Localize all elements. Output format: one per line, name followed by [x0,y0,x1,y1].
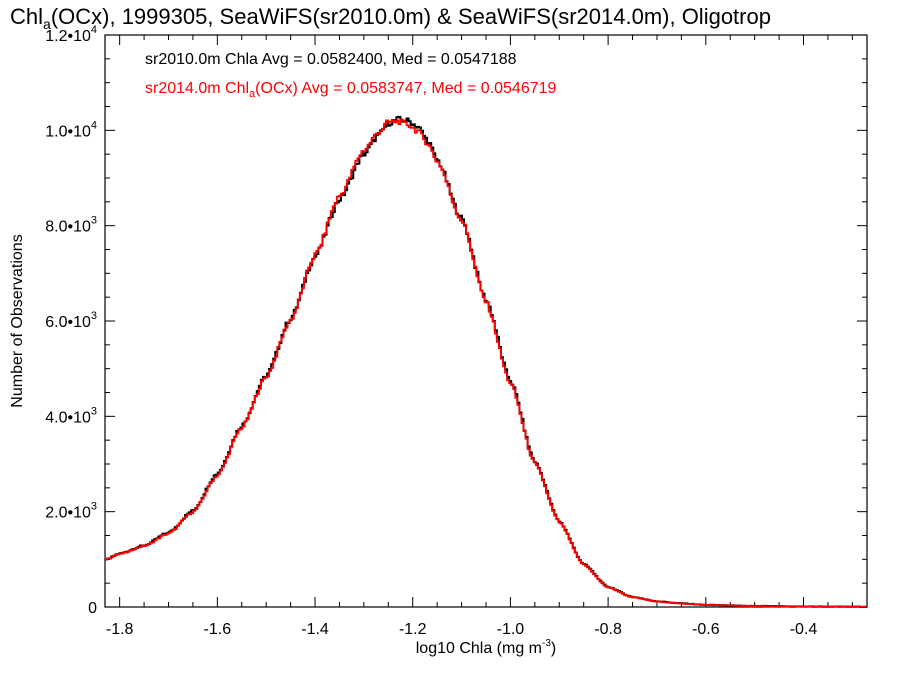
y-tick-label: 1.0•104 [45,119,97,140]
x-tick-labels: -1.8 -1.6 -1.4 -1.2 -1.0 -0.8 -0.6 -0.4 [106,621,818,638]
y-tick-label: 4.0•103 [45,405,97,426]
y-axis-title: Number of Observations [9,234,26,407]
y-tick-label: 0 [88,600,97,617]
x-tick-label: -1.6 [204,621,232,638]
x-axis-title: log10 Chla (mg m-3) [416,638,557,657]
y-tick-label: 8.0•103 [45,215,97,236]
x-tick-label: -0.6 [692,621,720,638]
x-tick-label: -1.4 [301,621,329,638]
series-line-sr2014 [105,118,868,608]
x-tick-label: -1.2 [399,621,427,638]
plot-frame [104,34,868,608]
histogram-series [105,115,868,608]
y-tick-labels: 0 2.0•103 4.0•103 6.0•103 8.0•103 1.0•104 1.2•… [45,24,97,617]
x-tick-label: -0.8 [594,621,622,638]
series-line-sr2010 [105,115,868,608]
x-tick-label: -1.8 [106,621,134,638]
y-tick-label: 1.2•104 [45,24,97,45]
legend-series-sr2014: sr2014.0m Chla(OCx) Avg = 0.0583747, Med… [145,80,557,100]
x-tick-label: -1.0 [497,621,525,638]
y-tick-label: 6.0•103 [45,310,97,331]
axis-ticks [105,34,867,608]
y-tick-label: 2.0•103 [45,501,97,522]
legend-series-sr2010: sr2010.0m Chla Avg = 0.0582400, Med = 0.… [145,51,517,68]
x-tick-label: -0.4 [790,621,818,638]
chart-title: Chla(OCx), 1999305, SeaWiFS(sr2010.0m) &… [10,4,771,32]
